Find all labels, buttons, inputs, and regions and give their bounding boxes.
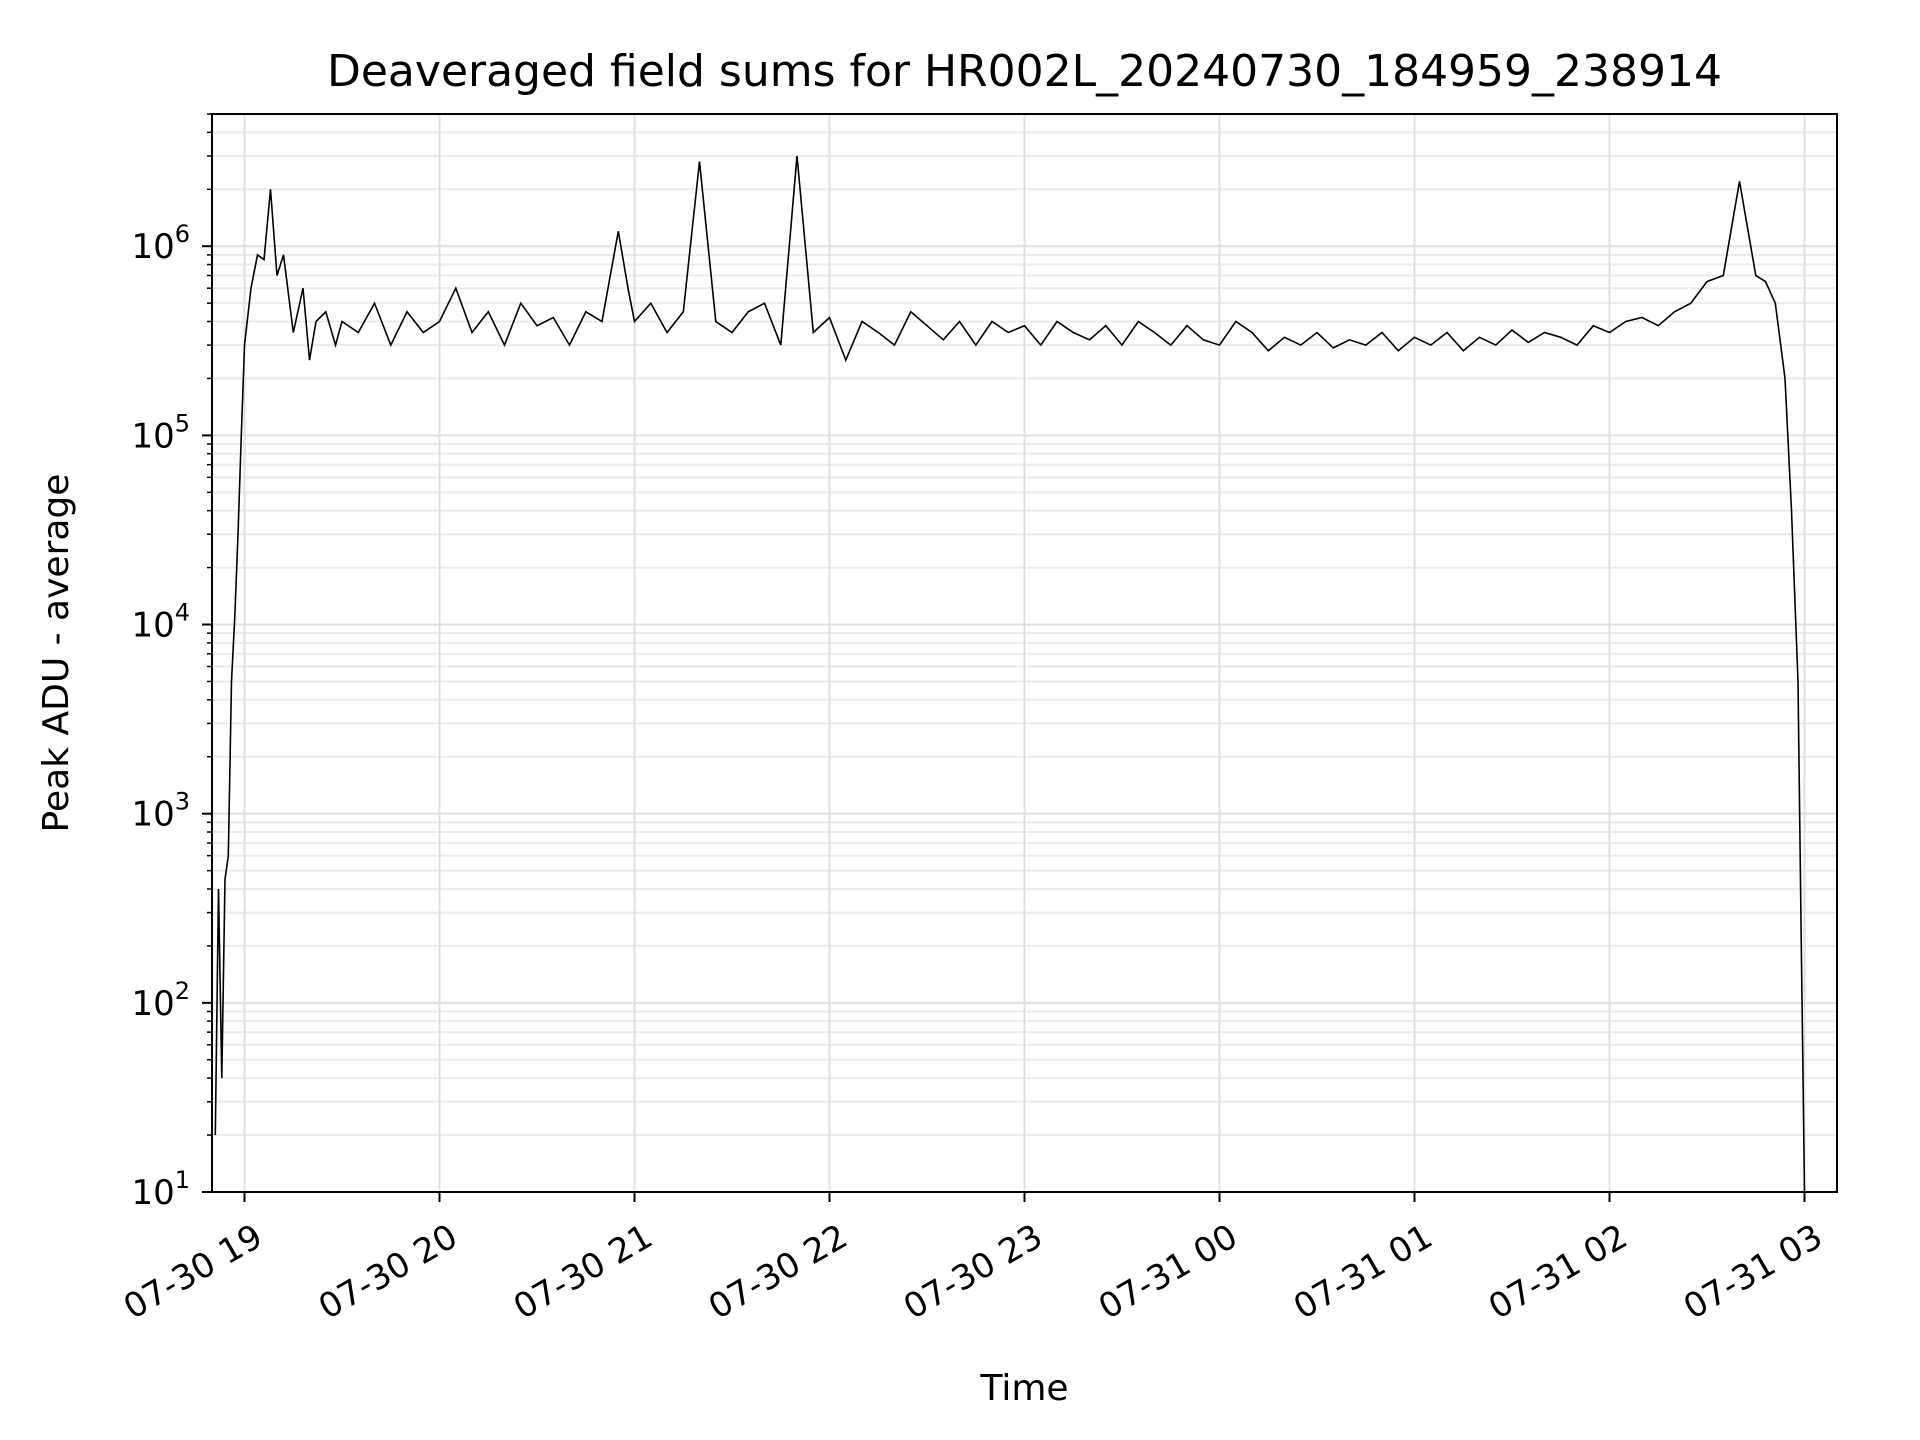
chart-title: Deaveraged field sums for HR002L_2024073… (327, 46, 1722, 97)
y-tick-label: 104 (131, 599, 190, 646)
y-tick-label: 106 (131, 220, 190, 267)
y-tick-label: 103 (131, 788, 190, 835)
y-axis: 101 102 103 104 105 106 (131, 113, 212, 1213)
y-tick-label: 105 (131, 409, 190, 456)
y-tick-label: 101 (131, 1166, 190, 1213)
y-axis-label: Peak ADU - average (36, 474, 77, 833)
series-layer (214, 155, 1806, 1193)
x-axis-label: Time (979, 1368, 1068, 1409)
series-line (214, 155, 1806, 1193)
y-tick-label: 102 (131, 977, 190, 1024)
